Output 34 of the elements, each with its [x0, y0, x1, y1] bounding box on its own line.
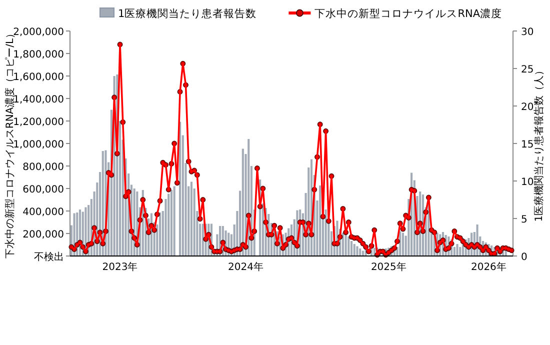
y2-axis-title: 1医療機関当たり患者報告数（人） — [533, 65, 545, 222]
y2-tick-label: 30 — [521, 27, 534, 38]
y-tick-label: 600,000 — [22, 184, 64, 196]
x-tick-label: 2023年 — [102, 261, 138, 273]
bar — [190, 182, 192, 256]
bar — [356, 246, 358, 256]
y2-tick-label: 15 — [521, 140, 534, 150]
legend-label: 下水中の新型コロナウイルスRNA濃度 — [314, 7, 502, 20]
x-tick-label: 2024年 — [228, 261, 264, 273]
y2-tick-label: 0 — [521, 252, 528, 263]
y2-tick-label: 20 — [521, 102, 534, 113]
y2-tick-label: 5 — [521, 214, 528, 226]
y-tick-label: 2,000,000 — [13, 27, 64, 38]
y-tick-label: 1,800,000 — [13, 50, 64, 60]
y-tick-label: 1,600,000 — [13, 72, 64, 83]
bar — [179, 122, 182, 256]
bar — [353, 244, 356, 256]
y-tick-label: 不検出 — [34, 251, 64, 263]
x-tick-label: 2026年 — [470, 261, 506, 273]
bar — [159, 212, 162, 256]
y-tick-label: 1,200,000 — [13, 117, 64, 128]
y2-tick-label: 10 — [521, 177, 534, 188]
bar — [359, 248, 362, 256]
legend-label: 1医療機関当たり患者報告数 — [118, 7, 257, 20]
y-tick-label: 400,000 — [22, 207, 64, 218]
y-tick-label: 200,000 — [22, 230, 64, 240]
y2-tick-label: 25 — [521, 64, 534, 76]
bar — [202, 224, 204, 256]
y-tick-label: 1,400,000 — [13, 94, 64, 106]
bar — [173, 186, 176, 256]
y-tick-label: 1,000,000 — [13, 140, 64, 150]
x-tick-label: 2025年 — [370, 261, 406, 273]
y-tick-label: 800,000 — [22, 162, 64, 173]
bar — [456, 244, 458, 256]
